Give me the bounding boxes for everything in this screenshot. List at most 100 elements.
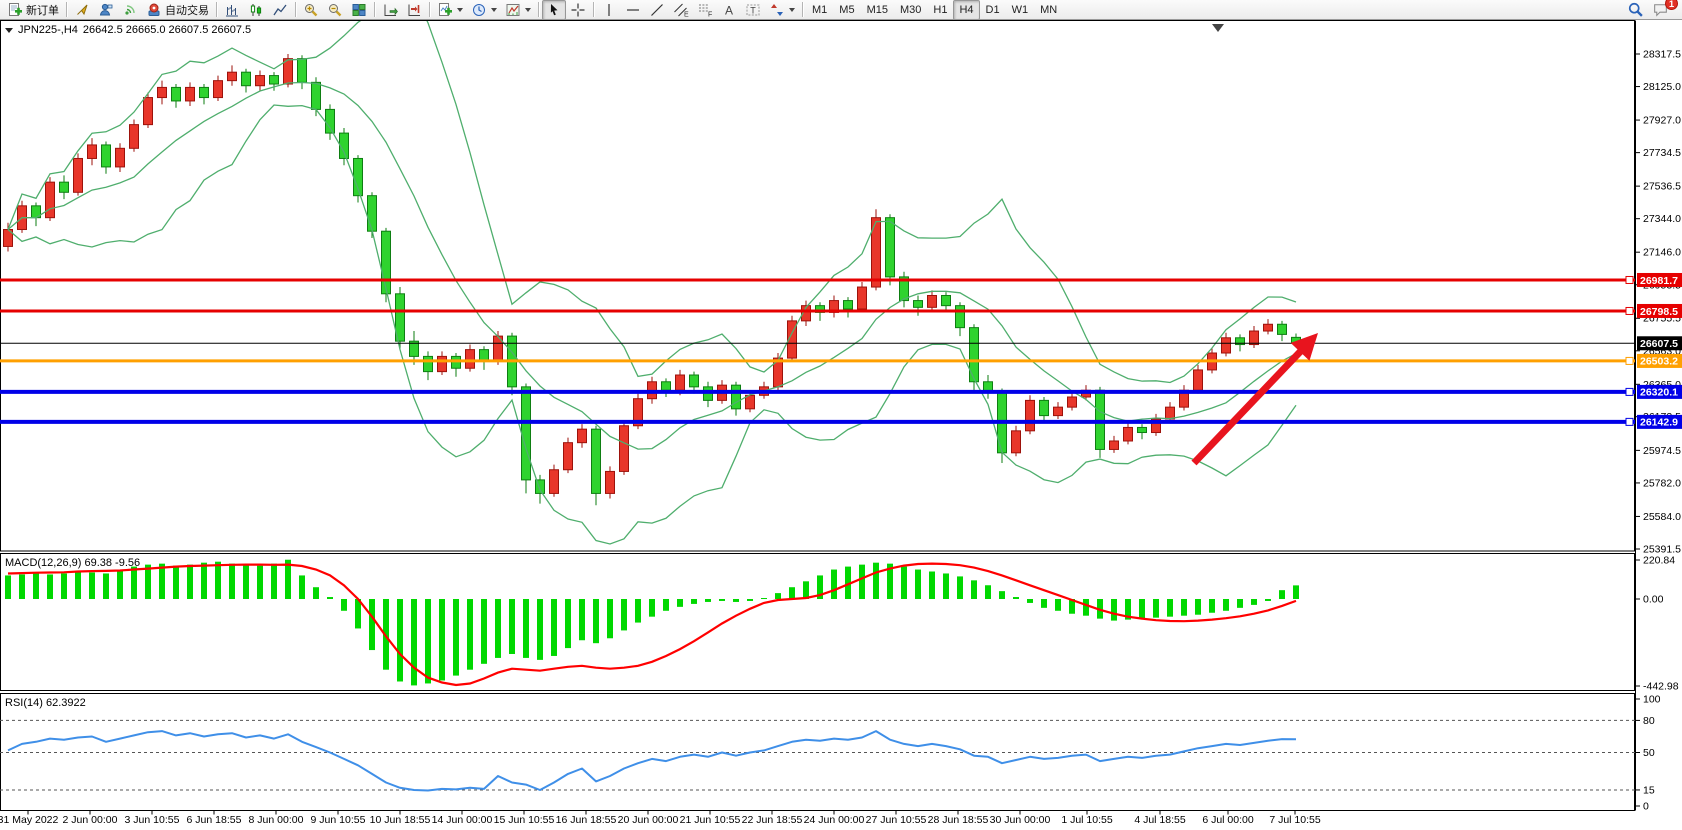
tile-windows-button[interactable] (347, 0, 371, 20)
cursor-button[interactable] (542, 0, 566, 20)
timeframe-h4-button[interactable]: H4 (953, 0, 980, 20)
candle-body (1109, 440, 1119, 450)
candle-body (1011, 430, 1021, 454)
macd-histogram-bar (1251, 599, 1257, 605)
text-button[interactable]: A (717, 0, 741, 20)
trend-arrow[interactable] (1191, 333, 1318, 466)
timeframe-m15-button[interactable]: M15 (866, 3, 888, 16)
macd-histogram-bar (495, 599, 501, 658)
timeframe-mn-button[interactable]: MN (1040, 3, 1058, 16)
macd-histogram-bar (887, 563, 893, 599)
hline-price-box (1637, 336, 1682, 351)
signals-button[interactable] (118, 0, 142, 20)
arrows-button[interactable] (765, 0, 799, 20)
new-order-label: 新订单 (26, 4, 59, 17)
periods-button[interactable] (467, 0, 501, 20)
time-axis-label: 21 Jun 10:55 (680, 814, 741, 826)
hline-price-label: 26798.5 (1640, 306, 1678, 318)
line-chart-button[interactable] (268, 0, 292, 20)
price-pane[interactable] (0, 20, 1635, 552)
crosshair-icon (571, 3, 585, 16)
candle-body (801, 305, 811, 322)
zoom-in-button[interactable] (299, 0, 323, 20)
candlestick-button[interactable] (244, 0, 268, 20)
timeframe-m1-button[interactable]: M1 (812, 3, 828, 16)
hline-handle[interactable] (1625, 417, 1634, 426)
macd-histogram-bar (929, 571, 935, 599)
separator (593, 2, 594, 17)
macd-histogram-bar (1139, 599, 1145, 619)
search-button[interactable] (1623, 0, 1648, 20)
trendline-button[interactable] (645, 0, 669, 20)
candle-body (395, 293, 405, 342)
macd-histogram-bar (551, 599, 557, 656)
timeframe-w1-button[interactable]: W1 (1011, 3, 1029, 16)
autotrading-icon (148, 3, 160, 16)
trend-arrow-shaft[interactable] (1191, 346, 1306, 466)
candle-body (423, 355, 433, 373)
candle-body (1067, 396, 1077, 408)
macd-histogram-bar (859, 564, 865, 599)
bar-chart-button[interactable] (220, 0, 244, 20)
macd-histogram-bar (131, 566, 137, 599)
macd-histogram-bar (1013, 597, 1019, 599)
macd-histogram-bar (103, 573, 109, 599)
crosshair-button[interactable] (566, 0, 590, 20)
candle-body (563, 442, 573, 471)
horizontal-line-button[interactable] (621, 0, 645, 20)
candle-body (1095, 389, 1105, 450)
chart-cursor-button[interactable] (70, 0, 94, 20)
fibonacci-button[interactable]: F (693, 0, 717, 20)
signals-icon (125, 4, 135, 15)
templates-button[interactable] (501, 0, 535, 20)
tile-windows-icon (352, 3, 366, 16)
macd-histogram-bar (691, 599, 697, 604)
svg-text:T: T (750, 5, 756, 15)
symbol-dropdown-icon (5, 27, 13, 33)
rsi-line (7, 730, 1297, 792)
hline-handle[interactable] (1625, 356, 1634, 365)
channel-button[interactable]: E (669, 0, 693, 20)
auto-scroll-button[interactable] (378, 0, 402, 20)
candle-body (675, 374, 685, 391)
macd-histogram-bar (33, 573, 39, 599)
macd-histogram-bar (789, 587, 795, 599)
price-tick-label: 28125.0 (1643, 81, 1681, 93)
timeframe-d1-button[interactable]: D1 (985, 3, 1000, 16)
timeframe-m30-button[interactable]: M30 (899, 3, 922, 16)
macd-histogram-bar (467, 599, 473, 670)
time-axis-label: 14 Jun 00:00 (432, 814, 493, 826)
hline-handle[interactable] (1625, 275, 1634, 284)
community-button[interactable] (94, 0, 118, 20)
time-axis-label: 4 Jul 18:55 (1134, 814, 1186, 826)
autotrading-button[interactable]: 自动交易 (142, 0, 213, 20)
candle-body (941, 294, 951, 307)
hline-price-label: 26320.1 (1640, 387, 1678, 399)
chat-button[interactable]: 1 (1648, 0, 1678, 20)
chart-symbol-title[interactable]: JPN225-,H4 26642.5 26665.0 26607.5 26607… (5, 24, 251, 36)
vertical-line-icon (608, 3, 610, 16)
macd-histogram-bar (873, 562, 879, 599)
price-tick-label: 27536.5 (1643, 181, 1681, 193)
clock-icon (473, 3, 485, 16)
hline-handle[interactable] (1625, 387, 1634, 396)
candle-body (185, 86, 195, 102)
timeframe-h1-button[interactable]: H1 (933, 3, 948, 16)
indicators-button[interactable] (433, 0, 467, 20)
time-axis[interactable]: 31 May 2022 2 Jun 00:00 3 Jun 10:55 6 Jun 1… (0, 810, 1321, 827)
hline-handle[interactable] (1625, 306, 1634, 315)
chart-shift-button[interactable] (402, 0, 426, 20)
label-button[interactable]: T (741, 0, 765, 20)
macd-histogram-bar (481, 599, 487, 664)
price-axis-ticks: 28317.5 28125.0 27927.0 27734.5 27536.5 27344… (1635, 49, 1681, 556)
timeframe-m5-button[interactable]: M5 (839, 3, 855, 16)
vertical-line-button[interactable] (597, 0, 621, 20)
candle-body (605, 470, 615, 494)
macd-histogram-bar (215, 561, 221, 599)
new-order-button[interactable]: 新订单 (3, 0, 63, 20)
time-axis-label: 27 Jun 10:55 (866, 814, 927, 826)
zoom-out-button[interactable] (323, 0, 347, 20)
chart-shift-marker[interactable] (1212, 24, 1224, 32)
hline-price-label: 26503.2 (1640, 356, 1678, 368)
